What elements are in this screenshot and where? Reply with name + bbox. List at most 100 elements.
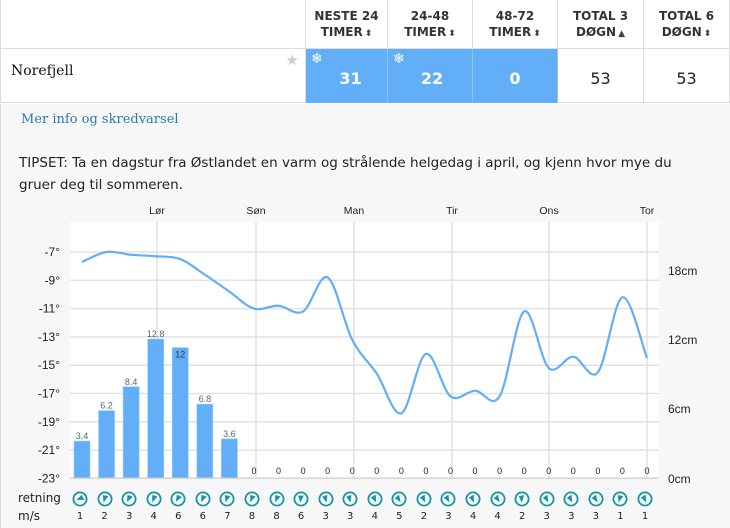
- sort-ascending-icon: ▲: [618, 29, 625, 39]
- wind-direction-icon: [588, 491, 604, 507]
- header-label: TIMER: [320, 25, 363, 39]
- snow-bar: [73, 440, 91, 479]
- wind-speed-value: 8: [273, 511, 280, 522]
- bar-value-label: 0: [251, 466, 256, 476]
- wind-speed-value: 2: [420, 511, 428, 522]
- star-icon[interactable]: ★: [285, 51, 299, 69]
- wind-speed-value: 3: [125, 511, 133, 522]
- wind-direction-icon: [269, 491, 285, 507]
- header-label: TIMER: [489, 25, 532, 39]
- snow-value: 53: [676, 69, 697, 88]
- snow-value: 53: [590, 69, 611, 88]
- header-total-6-days[interactable]: TOTAL 6 DØGN ⬍: [644, 0, 730, 49]
- snowflake-icon: ❄: [393, 51, 405, 67]
- wind-speed-label: m/s: [18, 509, 40, 523]
- snow-bar: [221, 438, 238, 479]
- table-header-row: NESTE 24 TIMER ⬍ 24-48 TIMER ⬍ 48-72 TIMER…: [0, 0, 730, 49]
- day-label: Man: [344, 205, 365, 217]
- snowflake-icon: ❄: [311, 51, 323, 67]
- wind-speed-value: 5: [396, 511, 403, 522]
- sort-both-icon: ⬍: [448, 29, 456, 39]
- wind-direction-icon: [244, 491, 260, 507]
- header-label: 48-72: [495, 9, 535, 23]
- header-label: TOTAL 6: [658, 9, 715, 23]
- y-axis-tick: -11°: [39, 302, 60, 316]
- snow-value: 22: [420, 69, 444, 88]
- snow-bar: [171, 347, 189, 479]
- wind-direction-label: retning: [18, 491, 61, 505]
- header-24-48h[interactable]: 24-48 TIMER ⬍: [388, 0, 473, 49]
- wind-speed-value: 8: [248, 511, 256, 522]
- wind-speed-value: 3: [347, 511, 354, 522]
- bar-value-label: 0: [473, 466, 478, 476]
- wind-speed-value: 4: [494, 511, 501, 522]
- snow-bar: [147, 338, 164, 479]
- wind-speed-value: 1: [617, 511, 624, 522]
- bar-value-label: 0: [497, 466, 502, 476]
- bar-value-label: 3.6: [223, 429, 236, 439]
- bar-value-label: 0: [301, 466, 306, 476]
- snow-bar: [122, 386, 140, 479]
- wind-direction-icon: [97, 491, 113, 507]
- wind-speed-value: 4: [150, 511, 157, 522]
- wind-direction-icon: [219, 491, 235, 507]
- wind-speed-value: 3: [543, 511, 550, 522]
- wind-direction-icon: [170, 491, 186, 507]
- wind-direction-icon: [367, 491, 383, 507]
- more-info-link[interactable]: Mer info og skredvarsel: [21, 112, 179, 127]
- y-axis-tick: -15°: [38, 358, 60, 372]
- bar-value-label: 8.4: [125, 377, 138, 387]
- header-label: TOTAL 3: [572, 9, 629, 23]
- day-label: Ons: [539, 205, 558, 217]
- wind-speed-value: 3: [445, 511, 452, 522]
- wind-direction-icon: [490, 491, 506, 507]
- y-axis-tick: -19°: [38, 415, 60, 429]
- header-total-3-days[interactable]: TOTAL 3 DØGN ▲: [558, 0, 644, 49]
- bar-value-label: 6.2: [100, 401, 113, 411]
- bar-value-label: 0: [276, 466, 281, 476]
- header-48-72h[interactable]: 48-72 TIMER ⬍: [473, 0, 558, 49]
- header-label: TIMER: [404, 25, 447, 39]
- snow-48-72h: 0: [473, 49, 558, 103]
- header-label: DØGN: [661, 25, 702, 39]
- day-label: Søn: [246, 205, 265, 217]
- resort-name[interactable]: Norefjell: [11, 63, 74, 79]
- y-axis-tick: -13°: [38, 330, 60, 344]
- wind-speed-value: 6: [175, 511, 182, 522]
- table-row[interactable]: Norefjell ★ ❄ 31 ❄ 22 0 53 53: [0, 49, 730, 103]
- wind-speed-value: 4: [371, 511, 378, 522]
- y-axis-tick: -23°: [38, 471, 60, 485]
- header-next-24h[interactable]: NESTE 24 TIMER ⬍: [306, 0, 388, 49]
- wind-speed-value: 1: [76, 511, 84, 522]
- wind-direction-icon: [440, 491, 456, 507]
- bar-value-label: 0: [325, 466, 330, 476]
- right-axis-tick: 0cm: [668, 472, 691, 485]
- snow-total-3-days: 53: [558, 49, 644, 103]
- resort-name-cell[interactable]: Norefjell ★: [0, 49, 306, 103]
- right-axis-tick: 18cm: [668, 264, 697, 278]
- sort-both-icon: ⬍: [364, 29, 373, 39]
- bar-value-label: 0: [546, 466, 551, 476]
- wind-speed-value: 7: [224, 511, 231, 522]
- wind-speed-value: 6: [199, 511, 206, 522]
- wind-direction-icon: [637, 491, 653, 507]
- temperature-line: [81, 250, 649, 415]
- snow-value: 0: [509, 69, 521, 88]
- wind-speed-value: 3: [322, 511, 329, 522]
- forecast-chart: -7° -9° -11° -13° -15° -17° -19° -21° -23° Lør Søn…: [38, 205, 698, 485]
- bar-value-label: 0: [644, 466, 649, 476]
- wind-direction-icon: [72, 491, 88, 507]
- snow-next-24h: ❄ 31: [306, 49, 388, 103]
- wind-direction-icon: [465, 491, 481, 507]
- snow-24-48h: ❄ 22: [388, 49, 473, 103]
- wind-speed-value: 4: [469, 511, 477, 522]
- day-label: Tir: [446, 205, 458, 217]
- header-label: DØGN: [576, 25, 617, 39]
- bar-value-label: 0: [620, 466, 625, 476]
- wind-direction-icon: [121, 491, 137, 507]
- y-axis-tick: -7°: [45, 245, 61, 259]
- wind-speed-value: 2: [101, 511, 108, 522]
- bar-value-label: 0: [448, 466, 453, 476]
- header-label: NESTE 24: [314, 9, 379, 23]
- wind-speed-value: 3: [568, 511, 575, 522]
